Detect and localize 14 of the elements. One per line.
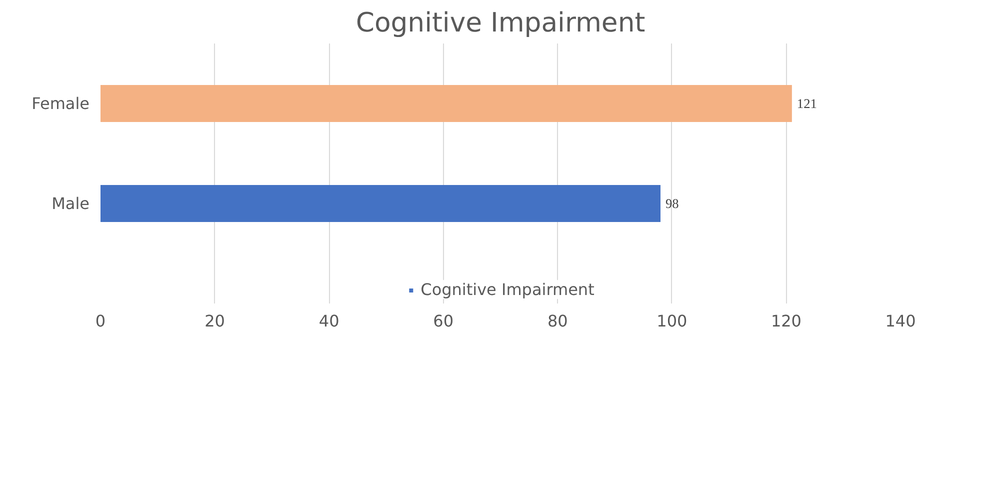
data-label: 98 (666, 196, 680, 211)
x-tick-label: 80 (547, 312, 568, 330)
x-tick-label: 40 (318, 312, 340, 330)
chart-title: Cognitive Impairment (356, 8, 646, 38)
x-tick-label: 140 (885, 312, 916, 330)
y-tick-label: Female (32, 94, 90, 113)
x-tick-label: 20 (204, 312, 225, 330)
y-tick-label: Male (52, 194, 90, 213)
x-tick-label: 60 (433, 312, 454, 330)
x-tick-label: 100 (656, 312, 688, 330)
data-label: 121 (796, 96, 817, 111)
legend-label: Cognitive Impairment (420, 280, 594, 299)
x-tick-label: 0 (95, 312, 106, 330)
x-tick-label: 120 (770, 312, 802, 330)
